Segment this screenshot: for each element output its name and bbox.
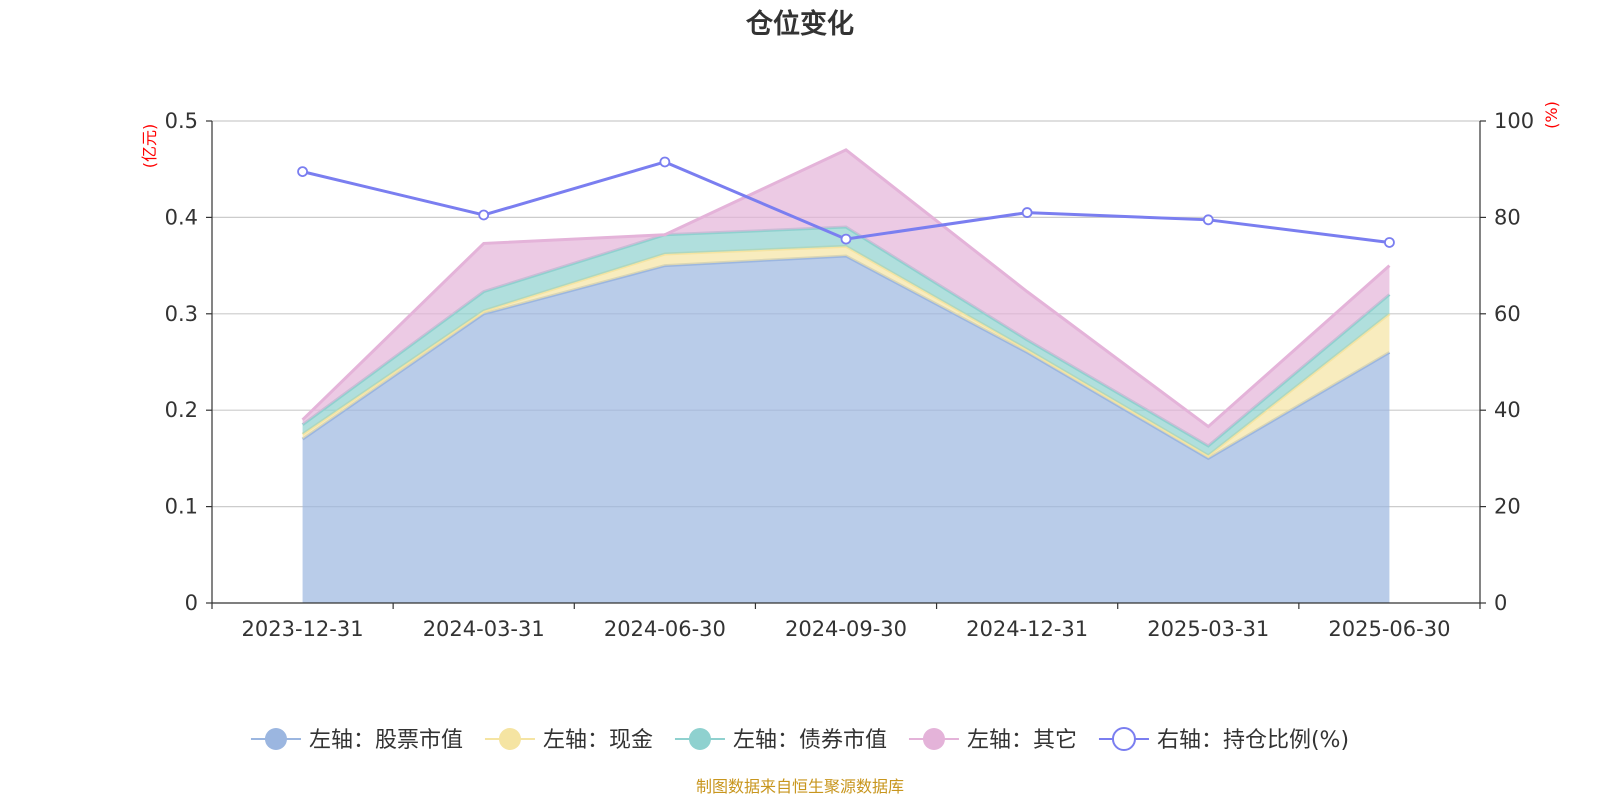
legend-label: 左轴：债券市值: [733, 728, 887, 753]
area-edge-左轴：其它: [301, 148, 1391, 429]
area-左轴：其它: [302, 149, 1390, 446]
stacked-areas: [301, 148, 1391, 603]
area-左轴：现金: [302, 246, 1390, 459]
line-point: [1202, 214, 1214, 226]
legend-item[interactable]: 左轴：其它: [908, 728, 1077, 753]
chart-title: 仓位变化: [745, 8, 854, 40]
source-note: 制图数据来自恒生聚源数据库: [696, 777, 904, 796]
legend-item[interactable]: 右轴：持仓比例(%): [1098, 727, 1349, 753]
x-tick-label: 2023-12-31: [242, 617, 364, 641]
axes: (亿元) (%) 0 0.1 0.2 0.3 0.4 0.5 0 20 40 60 80 100 202…: [140, 101, 1561, 641]
legend-marker: [498, 728, 521, 750]
x-tick-label: 2024-12-31: [966, 617, 1088, 641]
x-tick-label: 2024-09-30: [785, 617, 907, 641]
x-tick-label: 2025-06-30: [1328, 617, 1450, 641]
line-point: [297, 166, 308, 178]
x-tick-label: 2025-03-31: [1147, 617, 1269, 641]
y-left-unit: (亿元): [140, 124, 159, 169]
legend-marker: [922, 728, 945, 750]
area-左轴：股票市值: [302, 255, 1390, 603]
x-tick-label: 2024-06-30: [604, 617, 726, 641]
y-left-tick-label: 0.2: [165, 398, 198, 422]
line-point: [840, 233, 852, 245]
legend-marker: [264, 728, 287, 750]
legend: 左轴：股票市值 左轴：现金 左轴：债券市值 左轴：其它 右轴：持仓比例(%): [250, 727, 1349, 753]
line-point: [1384, 237, 1395, 248]
legend-item[interactable]: 左轴：股票市值: [250, 728, 463, 753]
line-point: [1021, 207, 1033, 218]
y-right-tick-label: 20: [1494, 495, 1521, 519]
legend-marker: [688, 728, 711, 750]
y-left-tick-label: 0.3: [165, 302, 198, 326]
legend-label: 左轴：股票市值: [309, 728, 463, 753]
y-left-tick-label: 0.1: [165, 495, 198, 519]
legend-label: 左轴：其它: [967, 728, 1077, 753]
line-point: [478, 209, 490, 221]
x-tick-label: 2024-03-31: [423, 617, 545, 641]
y-right-tick-label: 60: [1494, 302, 1521, 326]
y-right-tick-label: 0: [1494, 591, 1507, 615]
y-right-tick-label: 100: [1494, 109, 1534, 133]
y-left-tick-label: 0.5: [165, 109, 198, 133]
legend-marker: [1111, 727, 1136, 751]
y-right-tick-label: 80: [1494, 205, 1521, 229]
y-left-tick-label: 0.4: [165, 205, 198, 229]
line-point: [659, 156, 671, 168]
ratio-line: [297, 156, 1395, 248]
legend-item[interactable]: 左轴：债券市值: [674, 728, 887, 753]
legend-item[interactable]: 左轴：现金: [484, 728, 653, 753]
y-left-tick-label: 0: [185, 591, 198, 615]
y-right-unit: (%): [1542, 101, 1561, 129]
legend-label: 右轴：持仓比例(%): [1157, 728, 1349, 753]
y-right-tick-label: 40: [1494, 398, 1521, 422]
legend-label: 左轴：现金: [543, 728, 653, 753]
area-左轴：债券市值: [302, 227, 1390, 456]
